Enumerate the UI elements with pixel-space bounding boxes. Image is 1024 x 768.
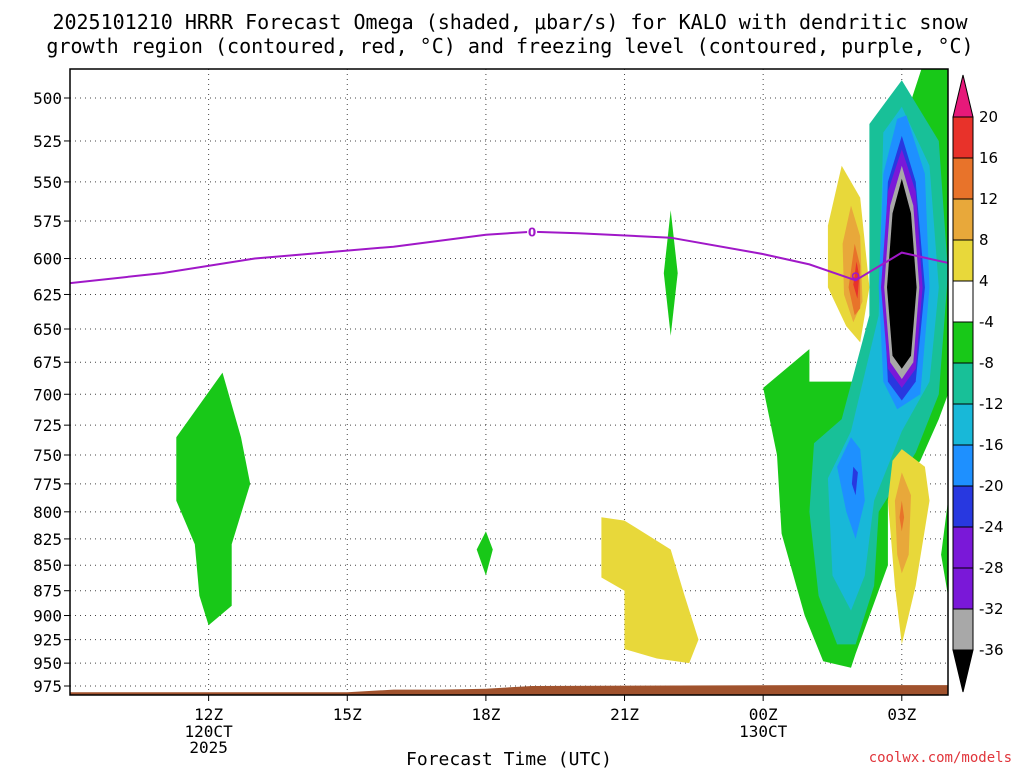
x-tick-label: 12Z [194, 705, 223, 724]
x-tick-sublabel: 2025 [189, 738, 228, 757]
y-tick-label: 875 [33, 582, 62, 601]
freezing-level-contour: 0 [70, 223, 948, 285]
title-line-1: 2025101210 HRRR Forecast Omega (shaded, … [52, 10, 968, 34]
y-tick-label: 975 [33, 677, 62, 696]
colorbar-swatch--8_-4 [952, 321, 974, 364]
colorbar: 20 16 12 8 4 -4 -8 -12 -16 -20 -24 -28 -32 -36 [952, 74, 1004, 693]
y-tick-label: 925 [33, 631, 62, 650]
colorbar-label: -24 [979, 518, 1004, 536]
colorbar-label: 20 [979, 108, 998, 126]
omega-region-green-22z [663, 210, 678, 336]
x-tick-label: 15Z [333, 705, 362, 724]
omega-region-green-right-edge [941, 500, 948, 596]
colorbar-label: 16 [979, 149, 998, 167]
x-tick-label: 21Z [610, 705, 639, 724]
y-tick-label: 525 [33, 132, 62, 151]
y-tick-label: 750 [33, 446, 62, 465]
x-tick-label: 03Z [887, 705, 916, 724]
freezing-label-bg [527, 223, 538, 239]
omega-region-orange2-27z [899, 500, 905, 532]
colorbar-label: 8 [979, 231, 989, 249]
y-tick-label: 675 [33, 353, 62, 372]
y-tick-label: 600 [33, 250, 62, 269]
y-tick-label: 775 [33, 475, 62, 494]
colorbar-swatch--20_-16 [952, 444, 974, 487]
omega-region-green-18z [476, 531, 493, 576]
colorbar-label: 4 [979, 272, 989, 290]
omega-region-darkblue-small [851, 466, 858, 496]
colorbar-label: -36 [979, 641, 1004, 659]
freezing-level-line [70, 230, 948, 285]
colorbar-label: 12 [979, 190, 998, 208]
freezing-level-marker [851, 272, 860, 280]
y-tick-label: 500 [33, 89, 62, 108]
freezing-level-label: 0 [528, 226, 536, 240]
y-tick-label: 700 [33, 385, 62, 404]
y-tick-label: 825 [33, 530, 62, 549]
colorbar-label: -16 [979, 436, 1004, 454]
colorbar-swatch--36_-32 [952, 608, 974, 651]
title-line-2: growth region (contoured, red, °C) and f… [46, 34, 973, 58]
y-tick-label: 625 [33, 285, 62, 304]
colorbar-swatch--24_-20 [952, 485, 974, 528]
colorbar-swatch-8_12 [952, 198, 974, 241]
colorbar-label: -8 [979, 354, 994, 372]
x-tick-label: 18Z [471, 705, 500, 724]
colorbar-swatch-16_20 [952, 116, 974, 159]
colorbar-swatch--12_-8 [952, 362, 974, 405]
omega-region-green-12z [176, 372, 251, 626]
y-tick-label: 725 [33, 416, 62, 435]
x-tick-sublabel: 130CT [739, 722, 788, 741]
colorbar-label: -12 [979, 395, 1004, 413]
colorbar-swatch--28_-24 [952, 526, 974, 569]
y-axis: 500 525 550 575 600 625 650 675 700 725 750 775 800 8… [33, 89, 70, 696]
colorbar-swatch-gt20 [952, 74, 974, 118]
omega-region-yellow-21z [601, 517, 699, 664]
terrain-surface [70, 685, 948, 695]
colorbar-swatch-lt-36 [952, 649, 974, 693]
y-tick-label: 650 [33, 320, 62, 339]
y-tick-label: 900 [33, 607, 62, 626]
chart-title: 2025101210 HRRR Forecast Omega (shaded, … [46, 10, 973, 58]
credit-link[interactable]: coolwx.com/models [869, 750, 1012, 766]
y-tick-label: 950 [33, 654, 62, 673]
y-tick-label: 850 [33, 556, 62, 575]
colorbar-swatch--32_-28 [952, 567, 974, 610]
x-tick-sublabel: 120CT [185, 722, 234, 741]
x-axis-title: Forecast Time (UTC) [406, 749, 612, 768]
colorbar-swatch--4_4 [952, 280, 974, 323]
plot-frame [69, 68, 949, 696]
colorbar-label: -28 [979, 559, 1004, 577]
x-tick-label: 00Z [749, 705, 778, 724]
terrain-fill [70, 685, 948, 695]
colorbar-swatch-12_16 [952, 157, 974, 200]
colorbar-swatch-4_8 [952, 239, 974, 282]
colorbar-label: -20 [979, 477, 1004, 495]
y-tick-label: 550 [33, 173, 62, 192]
colorbar-label: -4 [979, 313, 994, 331]
omega-shaded-regions [176, 69, 948, 668]
colorbar-swatch--16_-12 [952, 403, 974, 446]
omega-region-blue-2 [837, 437, 865, 539]
y-tick-label: 800 [33, 503, 62, 522]
colorbar-label: -32 [979, 600, 1004, 618]
omega-region-black [887, 178, 917, 369]
y-tick-label: 575 [33, 212, 62, 231]
